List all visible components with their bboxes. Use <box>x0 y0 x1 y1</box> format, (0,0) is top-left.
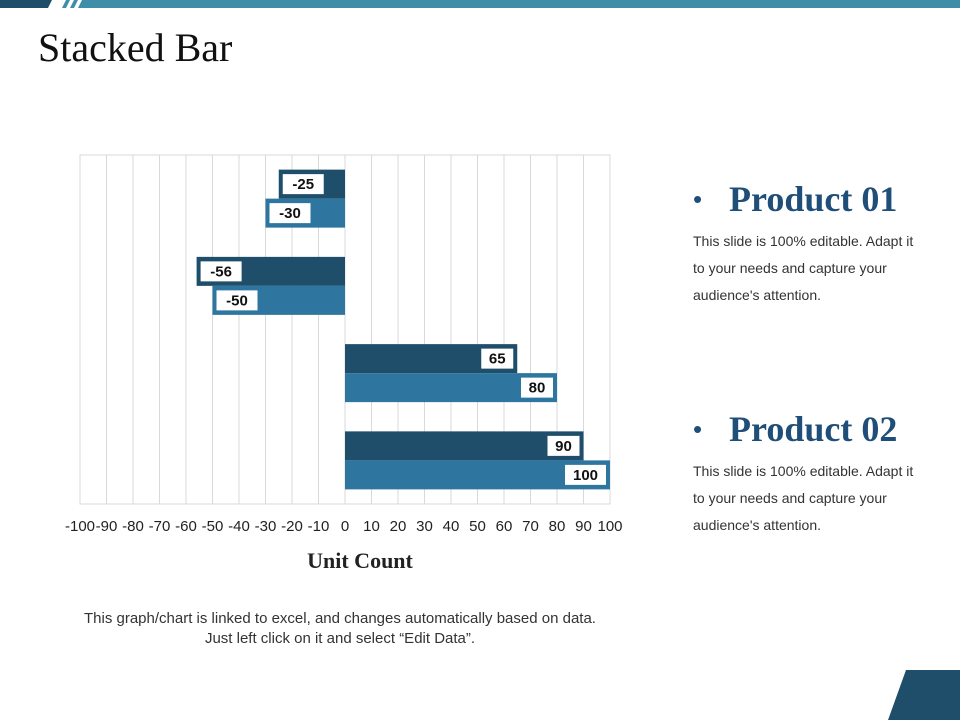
x-tick-label: -40 <box>228 518 250 535</box>
data-label: -56 <box>210 263 232 280</box>
product-1-description: This slide is 100% editable. Adapt it to… <box>693 233 914 303</box>
x-axis-title: Unit Count <box>307 548 413 573</box>
x-tick-label: 50 <box>469 518 486 535</box>
data-label-box <box>280 172 326 197</box>
x-tick-label: 10 <box>363 518 380 535</box>
x-tick-label: 60 <box>496 518 513 535</box>
bullet-icon: • <box>693 413 703 444</box>
data-label-box <box>519 375 555 400</box>
product-2-description: This slide is 100% editable. Adapt it to… <box>693 463 914 533</box>
data-label: 65 <box>489 351 506 368</box>
x-tick-label: -100 <box>65 518 95 535</box>
chart-tick-labels: -100 -90 -80 -70 -60 -50 -40 -30 -20 -10 0 10 20 30 40… <box>65 518 623 535</box>
data-label-box <box>545 433 582 458</box>
slide-title: Stacked Bar <box>38 25 233 70</box>
x-tick-label: 30 <box>416 518 433 535</box>
data-label: 90 <box>555 438 572 455</box>
data-label: -30 <box>279 205 301 222</box>
product-2-title: Product 02 <box>729 409 898 449</box>
x-tick-label: 20 <box>390 518 407 535</box>
x-tick-label: 0 <box>341 518 349 535</box>
data-label-box <box>198 259 244 284</box>
data-label: 80 <box>529 380 546 397</box>
x-tick-label: -30 <box>255 518 277 535</box>
product-1-title: Product 01 <box>729 179 898 219</box>
data-label-box <box>563 462 608 487</box>
data-label: -25 <box>292 176 314 193</box>
data-label-box <box>214 288 260 313</box>
data-label: -50 <box>226 292 248 309</box>
x-tick-label: -70 <box>149 518 171 535</box>
data-label-box <box>479 346 516 371</box>
data-label: 100 <box>573 467 598 484</box>
x-tick-label: 100 <box>597 518 622 535</box>
product-block-2: • Product 02 This slide is 100% editable… <box>693 408 933 539</box>
x-tick-label: -60 <box>175 518 197 535</box>
product-block-1: • Product 01 This slide is 100% editable… <box>693 178 933 309</box>
chart-note: This graph/chart is linked to excel, and… <box>84 610 596 647</box>
x-tick-label: 40 <box>443 518 460 535</box>
x-tick-label: -80 <box>122 518 144 535</box>
x-tick-label: -50 <box>202 518 224 535</box>
top-decoration-bar <box>0 0 960 8</box>
x-tick-label: 90 <box>575 518 592 535</box>
corner-decoration <box>888 670 960 720</box>
bar <box>345 431 584 461</box>
x-tick-label: 80 <box>549 518 566 535</box>
bullet-icon: • <box>693 183 703 214</box>
x-tick-label: 70 <box>522 518 539 535</box>
x-tick-label: -20 <box>281 518 303 535</box>
x-tick-label: -10 <box>308 518 330 535</box>
x-tick-label: -90 <box>96 518 118 535</box>
data-label-box <box>267 201 313 226</box>
